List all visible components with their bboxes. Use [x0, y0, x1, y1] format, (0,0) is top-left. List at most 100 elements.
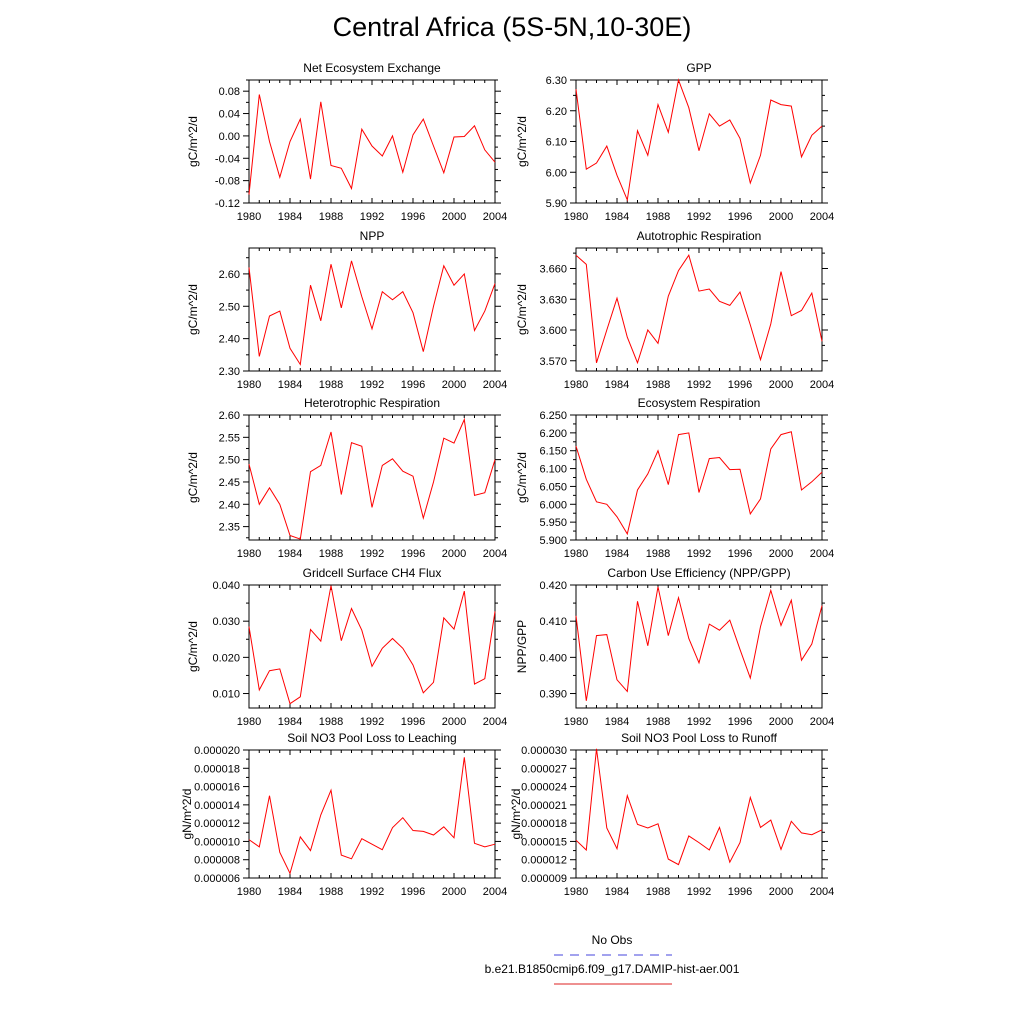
series-line [575, 431, 823, 536]
x-tick-label: 1980 [237, 379, 261, 391]
x-tick-label: 1984 [605, 548, 629, 560]
x-tick-label: 1992 [360, 886, 384, 898]
y-tick-label: 3.660 [539, 264, 567, 276]
y-tick-label: 2.60 [219, 410, 240, 422]
y-tick-label: 0.000010 [194, 836, 240, 848]
x-tick-label: 1984 [278, 379, 302, 391]
x-tick-label: 1980 [564, 379, 588, 391]
y-tick-label: 2.45 [219, 477, 240, 489]
x-tick-label: 1988 [646, 211, 670, 223]
y-tick-label: 0.040 [212, 580, 240, 592]
y-tick-label: 0.000016 [194, 782, 240, 794]
y-tick-label: 6.150 [539, 446, 567, 458]
y-tick-label: 5.900 [539, 535, 567, 547]
y-tick-label: 0.000015 [521, 836, 567, 848]
x-tick-label: 1980 [237, 211, 261, 223]
plot-frame [248, 79, 496, 204]
y-tick-label: 6.00 [546, 167, 567, 179]
series-line [248, 94, 496, 195]
panel-gpp: GPP 1980 1984 1988 1992 1996 2000 2004 5.90 6.00 6… [515, 61, 834, 223]
series-line [575, 78, 823, 202]
x-tick-label: 2004 [810, 211, 834, 223]
y-tick-label: 6.20 [546, 106, 567, 118]
x-tick-label: 2000 [769, 548, 793, 560]
y-tick-label: 0.000030 [521, 745, 567, 757]
x-tick-label: 1988 [646, 379, 670, 391]
x-tick-label: 1992 [687, 886, 711, 898]
x-tick-label: 1980 [564, 548, 588, 560]
x-tick-label: 2000 [442, 886, 466, 898]
plot-frame [248, 247, 496, 372]
y-tick-label: 0.000012 [194, 818, 240, 830]
y-tick-label: 2.50 [219, 301, 240, 313]
x-tick-label: 1996 [728, 379, 752, 391]
x-tick-label: 1984 [278, 211, 302, 223]
x-tick-label: 1988 [319, 886, 343, 898]
x-tick-label: 2004 [483, 548, 507, 560]
panel-autotrophic-respiration: Autotrophic Respiration 1980 1984 1988 1992 1… [515, 229, 834, 391]
y-tick-label: 6.10 [546, 137, 567, 149]
series-line [248, 757, 496, 875]
x-tick-label: 2000 [769, 886, 793, 898]
series-line [575, 748, 823, 866]
plot-frame [575, 584, 823, 709]
y-tick-label: 0.010 [212, 689, 240, 701]
x-tick-label: 1996 [728, 548, 752, 560]
panel-title: Gridcell Surface CH4 Flux [303, 566, 442, 580]
x-tick-label: 1980 [237, 548, 261, 560]
y-axis-label: NPP/GPP [515, 620, 529, 673]
y-axis-label: gC/m^2/d [515, 284, 529, 335]
x-tick-label: 1988 [319, 211, 343, 223]
x-tick-label: 2000 [442, 211, 466, 223]
x-tick-label: 1996 [728, 211, 752, 223]
y-tick-label: -0.08 [215, 176, 240, 188]
x-tick-label: 1984 [605, 379, 629, 391]
x-tick-label: 1996 [401, 211, 425, 223]
x-tick-label: 1984 [278, 716, 302, 728]
x-tick-label: 1988 [646, 548, 670, 560]
y-axis-label: gN/m^2/d [509, 789, 523, 840]
panel-title: Carbon Use Efficiency (NPP/GPP) [607, 566, 790, 580]
y-tick-label: 6.250 [539, 410, 567, 422]
page-title: Central Africa (5S-5N,10-30E) [332, 12, 692, 42]
x-tick-label: 2004 [810, 716, 834, 728]
x-tick-label: 2004 [810, 886, 834, 898]
panel-heterotrophic-respiration: Heterotrophic Respiration 1980 1984 1988 199… [186, 396, 507, 560]
series-line [575, 254, 823, 365]
x-tick-label: 1996 [401, 886, 425, 898]
x-tick-label: 1996 [728, 886, 752, 898]
y-tick-label: 2.50 [219, 455, 240, 467]
x-tick-label: 1996 [401, 379, 425, 391]
series-line [248, 260, 496, 366]
y-tick-label: 0.000020 [194, 745, 240, 757]
x-tick-label: 2004 [483, 886, 507, 898]
y-axis-label: gN/m^2/d [180, 789, 194, 840]
x-tick-label: 1984 [605, 886, 629, 898]
y-axis-label: gC/m^2/d [186, 621, 200, 672]
x-tick-label: 1992 [687, 716, 711, 728]
x-tick-label: 2000 [769, 379, 793, 391]
plot-frame [575, 749, 823, 879]
y-tick-label: 0.000012 [521, 855, 567, 867]
y-tick-label: -0.12 [215, 198, 240, 210]
y-tick-label: 0.000008 [194, 855, 240, 867]
y-tick-label: 0.000027 [521, 763, 567, 775]
y-tick-label: 6.30 [546, 75, 567, 87]
panel-title: Ecosystem Respiration [638, 396, 761, 410]
x-tick-label: 2000 [442, 548, 466, 560]
y-tick-label: 6.100 [539, 464, 567, 476]
series-line [575, 586, 823, 701]
x-tick-label: 2000 [769, 211, 793, 223]
x-tick-label: 1984 [278, 548, 302, 560]
y-tick-label: 2.35 [219, 522, 240, 534]
y-axis-label: gC/m^2/d [186, 116, 200, 167]
series-line [248, 585, 496, 705]
x-tick-label: 1996 [401, 548, 425, 560]
panel-soil-no3-pool-loss-to-runoff: Soil NO3 Pool Loss to Runoff 1980 1984 1988… [509, 731, 834, 898]
y-tick-label: 0.000018 [194, 763, 240, 775]
y-tick-label: 3.570 [539, 356, 567, 368]
x-tick-label: 1984 [278, 886, 302, 898]
x-tick-label: 1992 [360, 548, 384, 560]
y-tick-label: 2.60 [219, 269, 240, 281]
y-tick-label: 0.08 [219, 86, 240, 98]
